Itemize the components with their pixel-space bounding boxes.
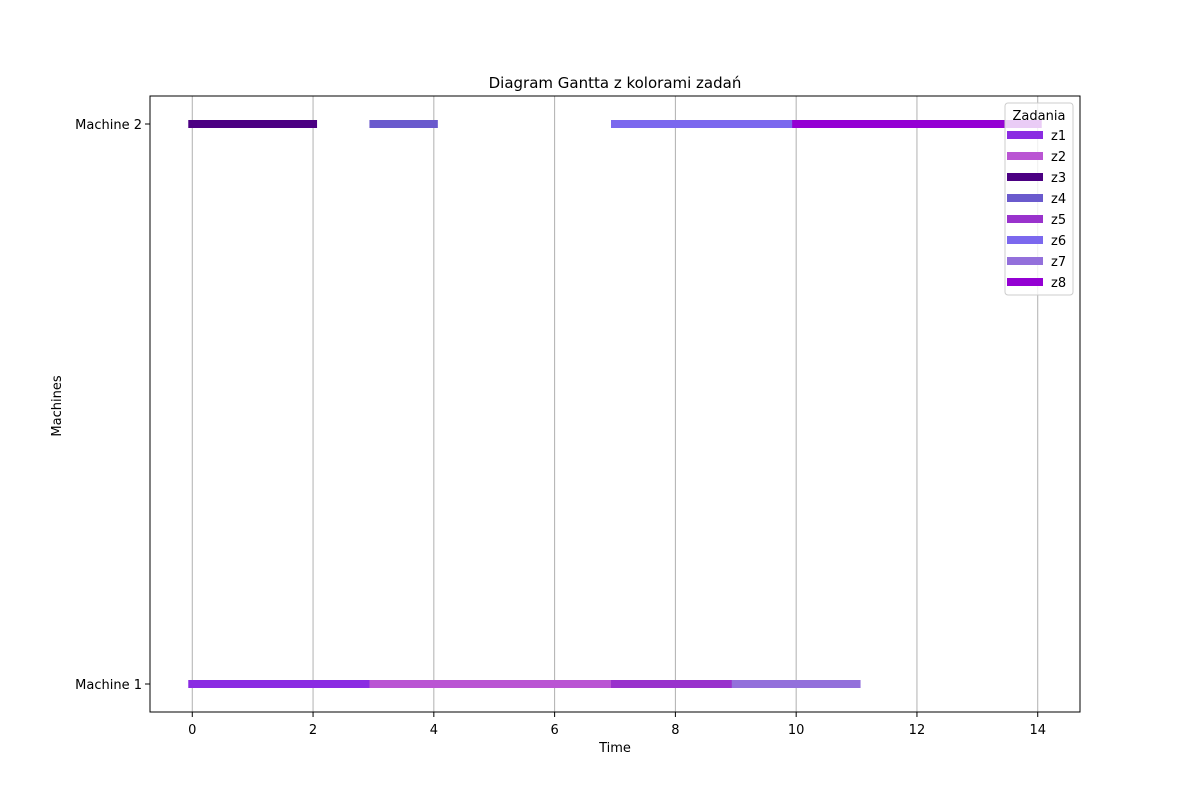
legend-swatch-z1 [1007,131,1043,139]
legend-label-z8: z8 [1051,276,1066,291]
gantt-bar-z2 [369,680,619,688]
x-tick-label: 12 [909,723,926,738]
legend-swatch-z7 [1007,257,1043,265]
legend-swatch-z4 [1007,194,1043,202]
chart-title: Diagram Gantta z kolorami zadań [489,74,742,92]
legend-label-z4: z4 [1051,192,1066,207]
y-tick-label: Machine 1 [75,678,142,693]
x-tick-label: 14 [1029,723,1046,738]
x-axis-title: Time [598,741,631,756]
x-tick-label: 8 [671,723,679,738]
x-tick-label: 6 [550,723,558,738]
grid-lines [191,96,1039,712]
x-tick-label: 2 [309,723,317,738]
y-axis-ticks: Machine 1 Machine 2 [75,118,150,693]
legend-swatch-z3 [1007,173,1043,181]
y-axis-title: Machines [50,375,65,436]
legend-label-z5: z5 [1051,213,1066,228]
gantt-bar-z5 [611,680,740,688]
legend-label-z7: z7 [1051,255,1066,270]
x-axis-ticks: 0 2 4 6 8 10 12 14 [188,712,1046,738]
legend-title: Zadania [1013,109,1066,124]
gantt-bar-z1 [188,680,378,688]
x-tick-label: 10 [788,723,805,738]
legend-label-z2: z2 [1051,150,1066,165]
legend-label-z1: z1 [1051,129,1066,144]
gantt-bar-z4 [369,120,438,128]
legend-swatch-z6 [1007,236,1043,244]
legend-swatch-z5 [1007,215,1043,223]
legend-label-z6: z6 [1051,234,1066,249]
legend-swatch-z2 [1007,152,1043,160]
gantt-bar-z6 [611,120,801,128]
legend-swatch-z8 [1007,278,1043,286]
legend: Zadania z1 z2 z3 z4 z5 z6 z7 z8 [1004,102,1074,296]
gantt-bars [188,120,1042,688]
gantt-bar-z7 [731,680,861,688]
plot-frame [149,95,1081,713]
x-tick-label: 0 [188,723,196,738]
gantt-bar-z3 [188,120,318,128]
y-tick-label: Machine 2 [75,118,142,133]
legend-label-z3: z3 [1051,171,1066,186]
gantt-bar-z8 [792,120,1042,128]
x-tick-label: 4 [430,723,438,738]
